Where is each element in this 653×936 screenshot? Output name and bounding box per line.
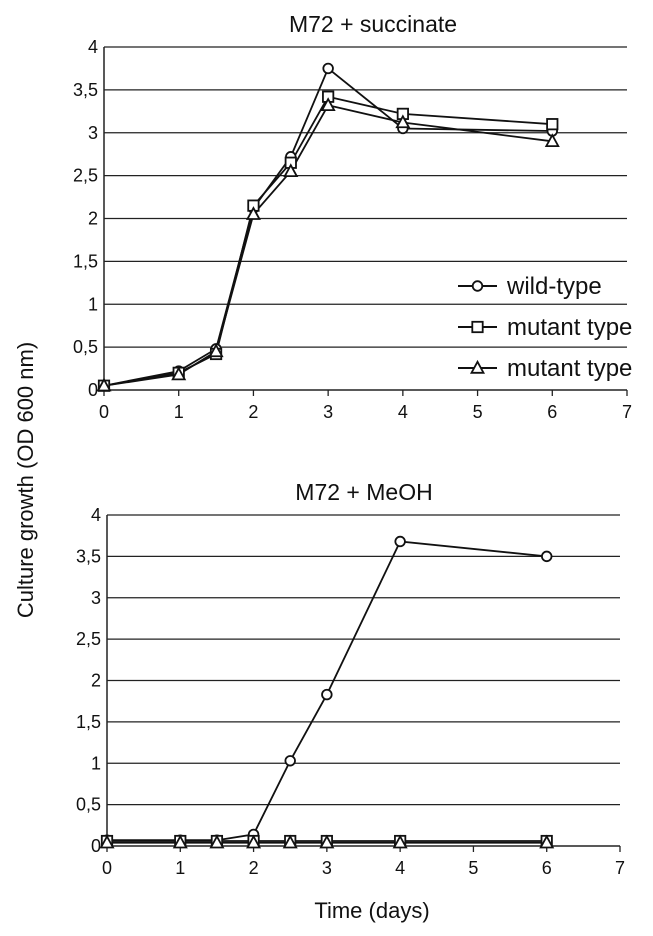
legend-label: mutant type: [507, 314, 632, 341]
data-point-mutant-type-2: [282, 834, 298, 849]
y-tick-label: 4: [88, 37, 98, 57]
x-tick-label: 0: [102, 858, 112, 878]
series-line-mutant-type-2: [103, 104, 553, 387]
legend-marker: [471, 280, 484, 292]
y-tick-label: 1: [88, 294, 98, 314]
data-point-mutant-type-2: [245, 206, 261, 220]
data-point-mutant-type-2: [171, 366, 187, 381]
y-tick-label: 0,5: [76, 795, 101, 815]
data-point-mutant-type-2: [283, 163, 299, 178]
x-axis-label: Time (days): [314, 898, 429, 923]
y-tick-label: 1,5: [76, 712, 101, 732]
x-tick-label: 6: [547, 402, 557, 422]
x-tick-label: 3: [323, 402, 333, 422]
x-tick-label: 1: [174, 402, 184, 422]
y-tick-label: 3: [91, 588, 101, 608]
x-tick-label: 0: [99, 402, 109, 422]
x-tick-label: 7: [622, 402, 632, 422]
chart-meoh: M72 + MeOH 0 0,5 1 1,5 2 2,5 3 3,5 4 0 1 2 3 4 5 6 7: [76, 479, 625, 878]
y-tick-label: 2: [88, 209, 98, 229]
chart-succinate: M72 + succinate 0 0,5 1 1,5 2 2,5 3 3,5 4 0 1 2 3 4 5 6 7…: [73, 11, 632, 422]
x-tick-label: 7: [615, 858, 625, 878]
data-point-mutant-type-2: [319, 834, 335, 849]
y-tick-label: 2,5: [76, 629, 101, 649]
data-point-mutant-type-2: [172, 834, 188, 849]
x-tick-label: 2: [248, 402, 258, 422]
x-tick-label: 3: [322, 858, 332, 878]
x-tick-label: 4: [395, 858, 405, 878]
x-tick-label: 1: [175, 858, 185, 878]
legend: wild-type mutant type mutant type: [458, 273, 632, 382]
data-point-wild-type-0: [541, 550, 553, 563]
data-point-wild-type-0: [322, 62, 334, 75]
y-tick-label: 3,5: [76, 546, 101, 566]
legend-label: wild-type: [506, 273, 602, 300]
data-point-wild-type-0: [321, 688, 333, 701]
series-line-mutant-type-1: [103, 95, 553, 387]
y-tick-label: 0: [88, 380, 98, 400]
x-tick-label: 5: [468, 858, 478, 878]
data-point-mutant-type-2: [246, 834, 262, 849]
y-tick-label: 2,5: [73, 166, 98, 186]
y-tick-label: 3: [88, 123, 98, 143]
legend-marker: [471, 320, 484, 334]
y-tick-label: 3,5: [73, 80, 98, 100]
legend-label: mutant type: [507, 355, 632, 382]
data-point-mutant-type-2: [392, 834, 408, 849]
chart-title: M72 + succinate: [289, 11, 457, 37]
x-tick-label: 6: [542, 858, 552, 878]
legend-marker: [469, 359, 486, 374]
x-tick-label: 5: [473, 402, 483, 422]
data-point-mutant-type-2: [544, 133, 560, 148]
y-tick-label: 0,5: [73, 337, 98, 357]
data-point-wild-type-0: [284, 755, 296, 767]
data-point-mutant-type-2: [208, 343, 224, 358]
series-line-wild-type-0: [103, 66, 553, 387]
y-tick-label: 4: [91, 505, 101, 525]
y-axis-label: Culture growth (OD 600 nm): [13, 342, 38, 618]
y-tick-label: 1,5: [73, 251, 98, 271]
data-point-mutant-type-2: [99, 834, 115, 849]
data-point-mutant-type-2: [539, 834, 555, 849]
x-tick-label: 2: [249, 858, 259, 878]
data-point-mutant-type-2: [209, 834, 225, 849]
chart-title: M72 + MeOH: [295, 479, 432, 505]
data-point-mutant-type-2: [96, 377, 112, 392]
y-tick-label: 1: [91, 753, 101, 773]
data-point-mutant-type-1: [546, 118, 559, 131]
y-tick-label: 2: [91, 671, 101, 691]
data-point-wild-type-0: [394, 535, 406, 548]
data-point-mutant-type-2: [395, 114, 411, 129]
data-point-mutant-type-2: [320, 97, 336, 112]
x-tick-label: 4: [398, 402, 408, 422]
y-tick-label: 0: [91, 836, 101, 856]
